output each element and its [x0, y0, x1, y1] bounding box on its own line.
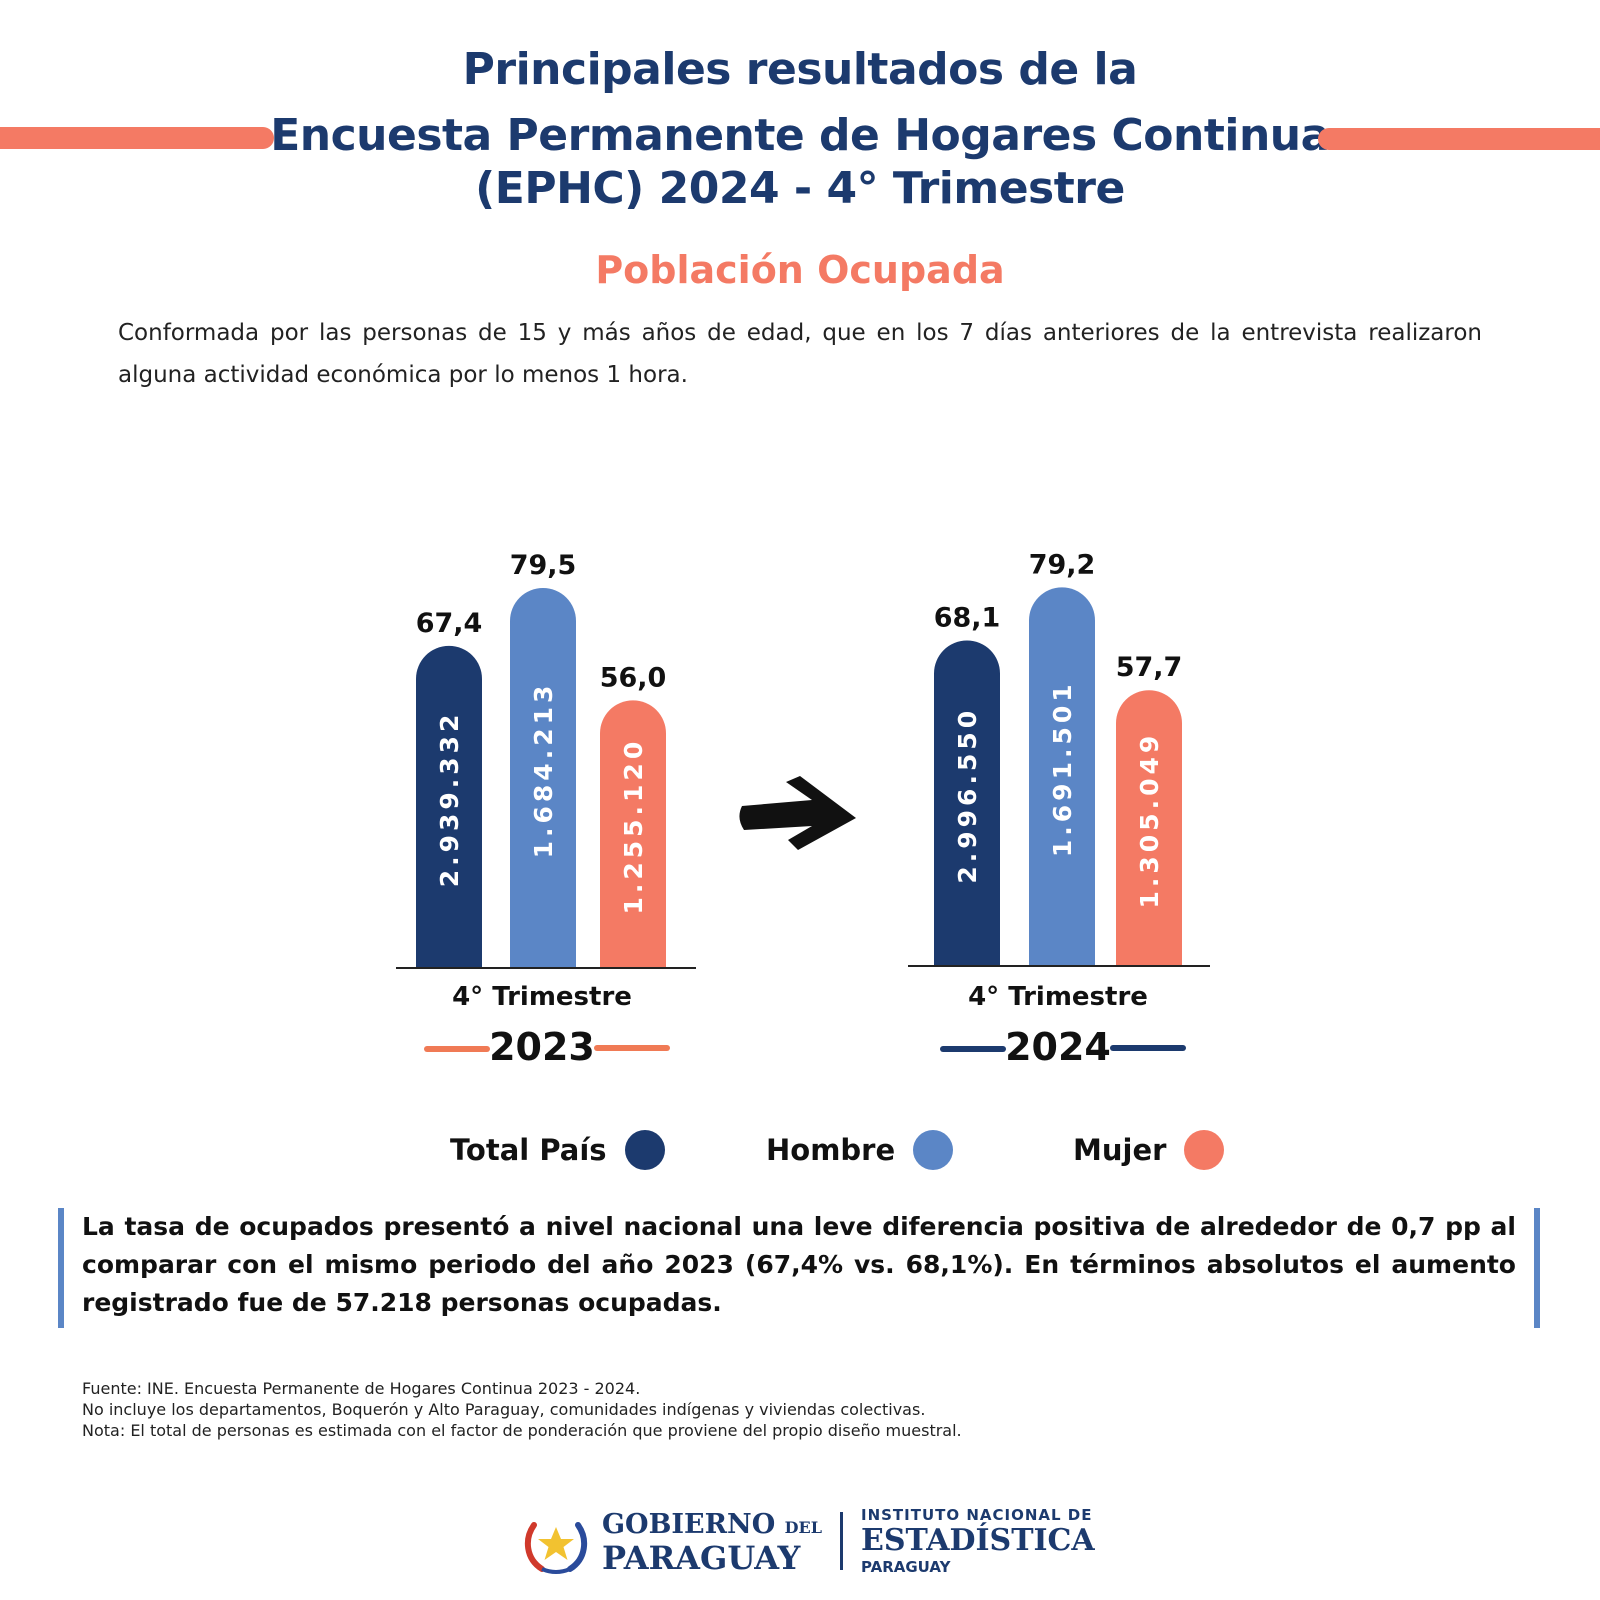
footnote-exclusion: No incluye los departamentos, Boquerón y… — [82, 1400, 926, 1419]
left-decor-line — [0, 127, 274, 149]
year-label-2023: 2023 — [489, 1025, 595, 1069]
persons-label-2023-mujer: 1.255.120 — [619, 738, 648, 915]
persons-label-2024-hombre: 1.691.501 — [1048, 680, 1077, 857]
title-line-1: Principales resultados de la — [462, 44, 1138, 95]
summary-text: La tasa de ocupados presentó a nivel nac… — [82, 1212, 1516, 1317]
rate-label-2024-mujer: 57,7 — [1116, 652, 1183, 683]
footnote-note: Nota: El total de personas es estimada c… — [82, 1421, 962, 1440]
year-label-2024: 2024 — [1005, 1025, 1111, 1069]
rate-label-2024-hombre: 79,2 — [1029, 549, 1096, 580]
right-decor-line — [1318, 128, 1600, 150]
definition-text: Conformada por las personas de 15 y más … — [118, 320, 1482, 388]
bar-2024-hombre — [1029, 587, 1095, 966]
persons-label-2024-mujer: 1.305.049 — [1135, 732, 1164, 909]
bar-2023-mujer — [600, 700, 666, 968]
right-arrow-icon — [739, 776, 856, 850]
gov-line-2: PARAGUAY — [602, 1538, 801, 1577]
bar-2024-mujer — [1116, 690, 1182, 966]
legend-label-hombre: Hombre — [766, 1133, 896, 1167]
legend-dot-mujer — [1184, 1130, 1225, 1170]
persons-label-2023-hombre: 1.684.213 — [529, 682, 558, 859]
rate-label-2023-total-pa-s: 67,4 — [416, 608, 483, 639]
ine-wordmark: INSTITUTO NACIONAL DE ESTADÍSTICA PARAGU… — [861, 1506, 1095, 1576]
legend-label-total: Total País — [450, 1133, 607, 1167]
gov-wordmark: GOBIERNO DEL PARAGUAY — [602, 1508, 822, 1577]
star-laurel-emblem-icon — [524, 1522, 588, 1574]
logo-separator — [839, 1512, 843, 1570]
gov-del: DEL — [784, 1517, 822, 1537]
footnote-source: Fuente: INE. Encuesta Permanente de Hoga… — [82, 1379, 641, 1398]
category-label-2023: 4° Trimestre — [452, 982, 632, 1012]
title-line-2: Encuesta Permanente de Hogares Continua — [270, 110, 1330, 161]
ine-line-2: ESTADÍSTICA — [860, 1523, 1095, 1558]
rate-label-2023-hombre: 79,5 — [510, 550, 577, 581]
bar-chart: 67,4 2.939.332 79,5 1.684.213 56,0 1.255.120 4… — [396, 549, 1210, 1069]
ine-line-3: PARAGUAY — [860, 1558, 951, 1576]
persons-label-2023-total-pa-s: 2.939.332 — [435, 711, 464, 888]
bar-2023-hombre — [510, 587, 576, 968]
legend-item-total: Total País — [450, 1128, 665, 1172]
legend-item-mujer: Mujer — [1073, 1128, 1225, 1172]
legend-dot-total — [624, 1130, 665, 1170]
rate-label-2024-total-pa-s: 68,1 — [934, 602, 1001, 633]
bar-2024-total-pa-s — [934, 640, 1000, 966]
summary-box: La tasa de ocupados presentó a nivel nac… — [58, 1208, 1540, 1328]
legend-item-hombre: Hombre — [766, 1128, 954, 1172]
rate-label-2023-mujer: 56,0 — [600, 662, 667, 693]
title-line-3: (EPHC) 2024 - 4° Trimestre — [475, 163, 1125, 214]
legend-label-mujer: Mujer — [1073, 1133, 1167, 1167]
section-subtitle: Población Ocupada — [595, 248, 1005, 292]
legend-dot-hombre — [913, 1130, 954, 1170]
persons-label-2024-total-pa-s: 2.996.550 — [953, 707, 982, 884]
category-label-2024: 4° Trimestre — [968, 982, 1148, 1012]
ine-line-1: INSTITUTO NACIONAL DE — [860, 1506, 1093, 1524]
footer-logos: GOBIERNO DEL PARAGUAY INSTITUTO NACIONAL… — [520, 1505, 1095, 1577]
bar-2023-total-pa-s — [416, 645, 482, 968]
footnotes: Fuente: INE. Encuesta Permanente de Hoga… — [82, 1378, 962, 1441]
gov-line-1: GOBIERNO — [602, 1508, 776, 1540]
